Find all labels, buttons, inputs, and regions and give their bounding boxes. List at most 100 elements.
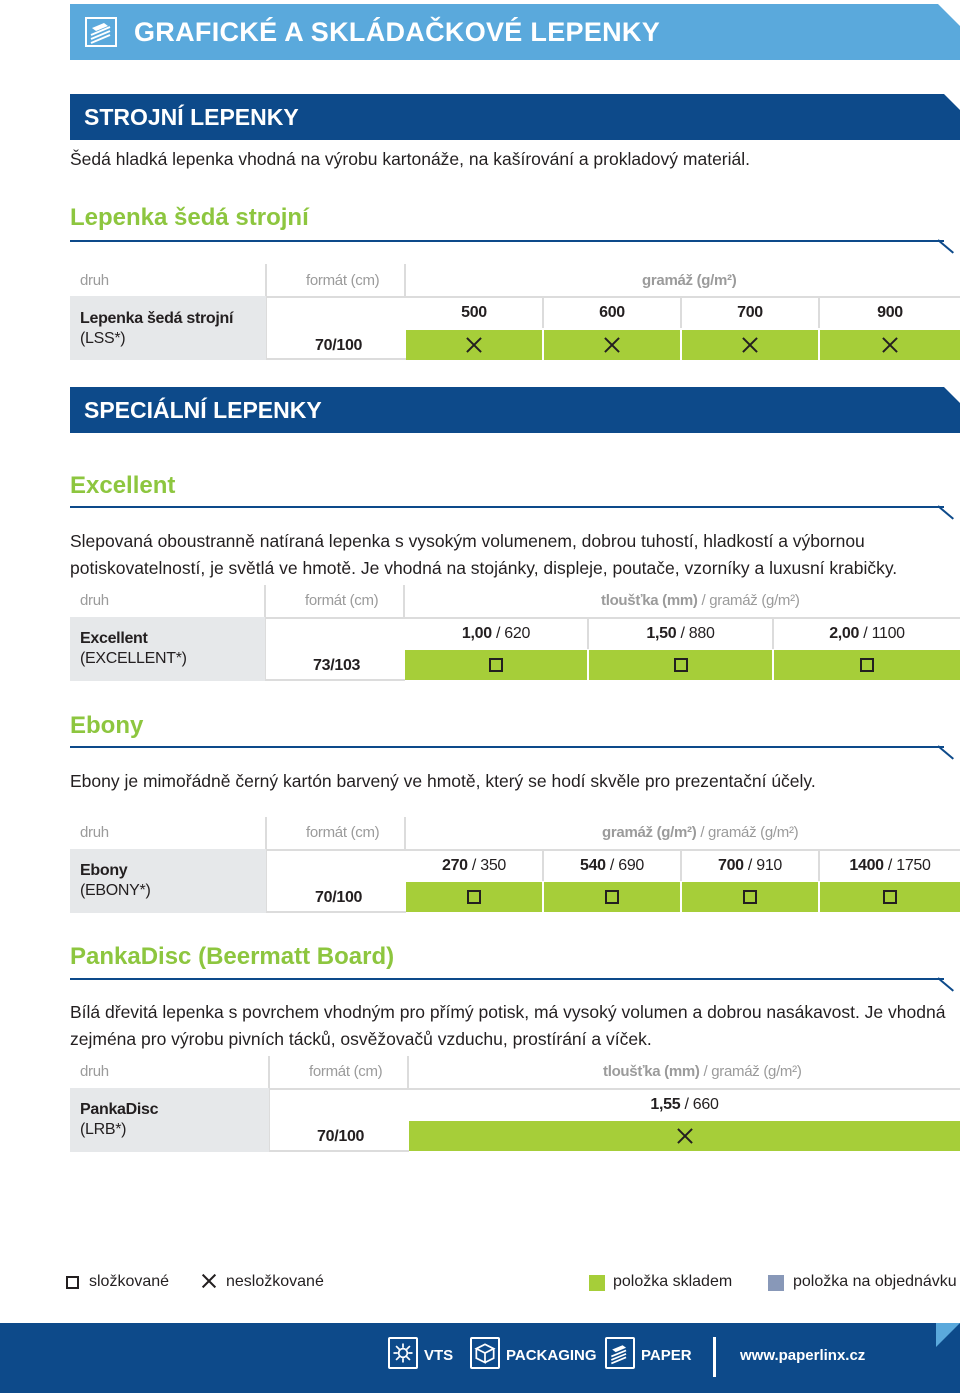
- section-bar-specialni: SPECIÁLNÍ LEPENKY: [70, 387, 960, 433]
- value-header-900: 900: [820, 298, 960, 328]
- product-name: Lepenka šedá strojní: [80, 310, 234, 327]
- stock-cell: [682, 882, 820, 912]
- footer-link-vts[interactable]: VTS: [424, 1347, 454, 1364]
- row-name-cell: [70, 849, 266, 913]
- unfolded-x-icon: [466, 337, 482, 353]
- folded-square-icon: [743, 890, 757, 904]
- col-header-format: formát (cm): [306, 272, 380, 289]
- footer-bar: VTS PACKAGING PAPER www.paperlinx.cz: [0, 1323, 960, 1393]
- legend-unfolded-label: nesložkované: [226, 1273, 324, 1290]
- column-separator: [268, 1056, 270, 1152]
- folded-square-icon: [883, 890, 897, 904]
- row-top-line: [406, 296, 960, 298]
- product-format: 73/103: [313, 657, 361, 674]
- heading-rule: [70, 506, 944, 508]
- ebony-description: Ebony je mimořádně černý kartón barvený …: [70, 771, 816, 791]
- stock-cell: [409, 1121, 960, 1151]
- col-header-druh: druh: [80, 592, 109, 609]
- legend-order-swatch: [768, 1275, 784, 1291]
- unfolded-x-icon: [604, 337, 620, 353]
- row-top-line: [409, 1088, 960, 1090]
- col-header-format: formát (cm): [309, 1063, 383, 1080]
- stock-cell: [774, 650, 960, 680]
- stock-cell: [544, 882, 682, 912]
- vts-gear-icon: [388, 1337, 418, 1369]
- legend-folded-label: složkované: [89, 1273, 170, 1290]
- packaging-box-icon: [470, 1337, 500, 1369]
- stock-cell: [406, 882, 544, 912]
- footer-link-packaging[interactable]: PACKAGING: [506, 1347, 597, 1364]
- stock-cell: [820, 330, 960, 360]
- column-separator: [265, 817, 267, 913]
- heading-excellent: Excellent: [70, 472, 176, 499]
- value-header-270: 270 / 350: [406, 851, 544, 881]
- folded-square-icon: [605, 890, 619, 904]
- col-header-druh: druh: [80, 824, 109, 841]
- stock-cell: [544, 330, 682, 360]
- footer-website-link[interactable]: www.paperlinx.cz: [740, 1347, 866, 1364]
- unfolded-x-icon: [677, 1128, 693, 1144]
- stock-cell: [406, 330, 544, 360]
- product-name: Excellent: [80, 630, 148, 647]
- row-format-cell: [267, 849, 406, 913]
- strojni-intro: Šedá hladká lepenka vhodná na výrobu kar…: [70, 149, 751, 169]
- pankadisc-description: Bílá dřevitá lepenka s povrchem vhodným …: [70, 1002, 946, 1049]
- heading-rule: [70, 746, 944, 748]
- product-format: 70/100: [315, 337, 363, 354]
- row-format-cell: [267, 296, 406, 360]
- product-name: Ebony: [80, 862, 128, 879]
- heading-ebony: Ebony: [70, 712, 144, 739]
- product-name: PankaDisc: [80, 1101, 159, 1118]
- footer-corner-fold: [936, 1323, 960, 1347]
- section-title-specialni: SPECIÁLNÍ LEPENKY: [84, 397, 322, 423]
- document-stack-icon: [85, 17, 117, 47]
- row-name-cell: [70, 617, 265, 681]
- excellent-description: Slepovaná oboustranně natíraná lepenka s…: [70, 531, 898, 578]
- section-corner-fold: [944, 387, 960, 403]
- row-name-cell: [70, 1088, 269, 1152]
- row-name-cell: [70, 296, 266, 360]
- section-bar-strojni: STROJNÍ LEPENKY: [70, 94, 960, 140]
- stock-cell: [682, 330, 820, 360]
- row-top-line: [405, 617, 960, 619]
- legend-stock-label: položka skladem: [613, 1273, 733, 1290]
- value-header-1-50: 1,50 / 880: [589, 619, 774, 649]
- heading-rule: [70, 978, 944, 980]
- heading-rule: [70, 240, 944, 242]
- value-header-600: 600: [544, 298, 682, 328]
- product-code: (LRB*): [80, 1121, 127, 1138]
- banner-corner-fold: [938, 4, 960, 26]
- folded-square-icon: [673, 658, 688, 672]
- page-banner: GRAFICKÉ A SKLÁDAČKOVÉ LEPENKY: [70, 4, 960, 60]
- folded-square-icon: [860, 658, 874, 672]
- unfolded-x-icon: [882, 337, 898, 353]
- legend-order-label: položka na objednávku: [793, 1273, 957, 1290]
- product-code: (EXCELLENT*): [80, 650, 187, 667]
- legend-stock-swatch: [589, 1275, 605, 1291]
- legend-folded-icon: [66, 1276, 79, 1289]
- value-header-1-00: 1,00 / 620: [405, 619, 589, 649]
- folded-square-icon: [489, 658, 503, 672]
- value-header-700: 700 / 910: [682, 851, 820, 881]
- col-header-value: tloušťka (mm) / gramáž (g/m²): [603, 1063, 802, 1080]
- section-title-strojni: STROJNÍ LEPENKY: [84, 104, 299, 130]
- column-separator: [403, 585, 405, 619]
- paper-stack-icon: [605, 1337, 635, 1369]
- page-title: GRAFICKÉ A SKLÁDAČKOVÉ LEPENKY: [134, 17, 661, 47]
- column-separator: [407, 1056, 409, 1090]
- col-header-druh: druh: [80, 272, 109, 289]
- col-header-druh: druh: [80, 1063, 109, 1080]
- product-code: (EBONY*): [80, 882, 151, 899]
- value-header-700: 700: [682, 298, 820, 328]
- column-separator: [404, 817, 406, 851]
- col-header-value: gramáž (g/m²) / gramáž (g/m²): [602, 824, 799, 841]
- column-separator: [264, 585, 266, 681]
- column-separator: [265, 264, 267, 360]
- value-header-500: 500: [406, 298, 544, 328]
- unfolded-x-icon: [742, 337, 758, 353]
- footer-link-paper[interactable]: PAPER: [641, 1347, 692, 1364]
- column-separator: [404, 264, 406, 298]
- legend-unfolded-icon: [202, 1274, 216, 1288]
- row-format-cell: [270, 1088, 409, 1152]
- col-header-format: formát (cm): [305, 592, 379, 609]
